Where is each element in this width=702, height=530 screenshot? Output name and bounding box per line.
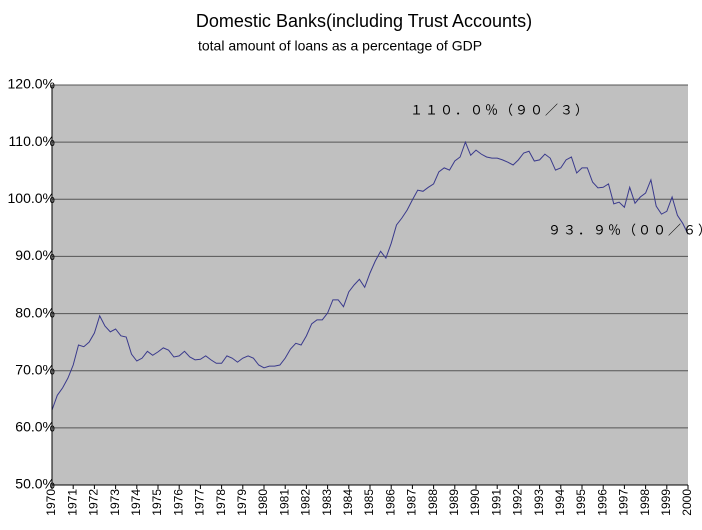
x-tick-label: 1981 bbox=[277, 489, 291, 516]
chart-title: Domestic Banks(including Trust Accounts) bbox=[196, 11, 532, 31]
x-tick-label: 1990 bbox=[468, 489, 482, 516]
x-tick-label: 1983 bbox=[320, 489, 334, 516]
y-tick-label: 90.0% bbox=[15, 247, 55, 263]
x-tick-label: 1986 bbox=[383, 489, 397, 516]
x-tick-label: 1973 bbox=[108, 489, 122, 516]
x-tick-label: 1987 bbox=[405, 489, 419, 516]
x-tick-label: 1985 bbox=[362, 489, 376, 516]
x-tick-label: 1978 bbox=[214, 489, 228, 516]
x-tick-label: 1995 bbox=[574, 489, 588, 516]
x-tick-label: 1996 bbox=[595, 489, 609, 516]
annotation: ９３．９％（００／６） bbox=[548, 222, 702, 237]
y-tick-label: 110.0% bbox=[9, 133, 55, 149]
x-tick-label: 1976 bbox=[171, 489, 185, 516]
x-tick-label: 1977 bbox=[193, 489, 207, 516]
x-tick-label: 1971 bbox=[65, 489, 79, 516]
chart-subtitle: total amount of loans as a percentage of… bbox=[198, 38, 482, 54]
y-tick-label: 80.0% bbox=[15, 304, 55, 320]
x-tick-label: 1980 bbox=[256, 489, 270, 516]
x-tick-label: 1984 bbox=[341, 489, 355, 516]
x-tick-label: 1970 bbox=[44, 489, 58, 516]
y-tick-label: 60.0% bbox=[15, 419, 55, 435]
x-tick-label: 1988 bbox=[426, 489, 440, 516]
y-tick-label: 50.0% bbox=[15, 476, 55, 492]
x-tick-label: 1979 bbox=[235, 489, 249, 516]
annotation: １１０．０％（９０／３） bbox=[410, 102, 590, 117]
x-tick-label: 1975 bbox=[150, 489, 164, 516]
x-tick-label: 1993 bbox=[532, 489, 546, 516]
x-tick-label: 1999 bbox=[659, 489, 673, 516]
x-tick-label: 2000 bbox=[680, 489, 694, 516]
y-tick-label: 70.0% bbox=[15, 361, 55, 377]
x-tick-label: 1992 bbox=[511, 489, 525, 516]
y-tick-label: 100.0% bbox=[8, 190, 55, 206]
x-tick-label: 1974 bbox=[129, 489, 143, 516]
x-tick-label: 1997 bbox=[617, 489, 631, 516]
x-tick-label: 1994 bbox=[553, 489, 567, 516]
x-tick-label: 1998 bbox=[638, 489, 652, 516]
plot-area bbox=[52, 85, 688, 485]
x-tick-label: 1982 bbox=[299, 489, 313, 516]
x-tick-label: 1972 bbox=[87, 489, 101, 516]
data-line bbox=[51, 140, 689, 411]
x-tick-label: 1989 bbox=[447, 489, 461, 516]
y-tick-label: 120.0% bbox=[8, 76, 55, 92]
x-tick-label: 1991 bbox=[489, 489, 503, 516]
